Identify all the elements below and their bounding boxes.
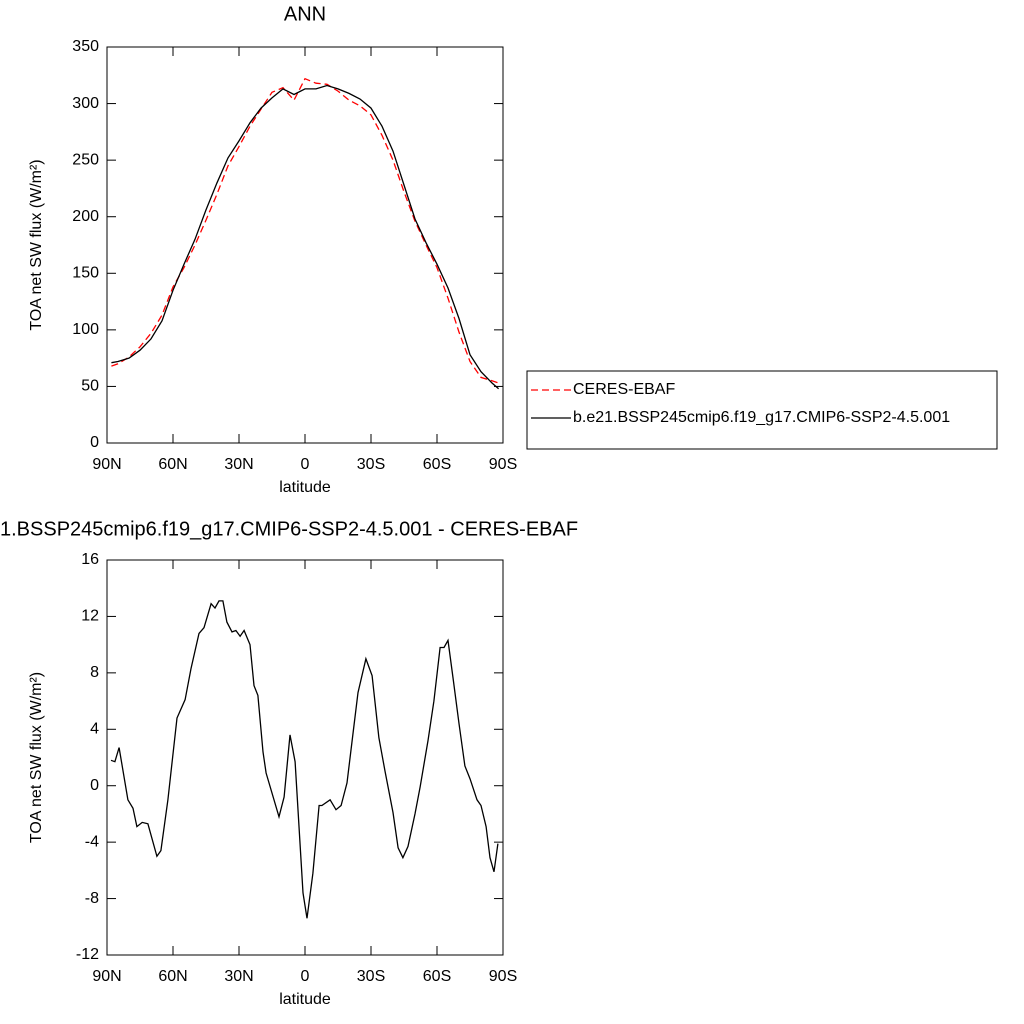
x-tick-label: 60S xyxy=(423,968,451,985)
x-tick-label: 90S xyxy=(489,968,517,985)
y-tick-label: 0 xyxy=(90,434,99,451)
chart-title: 1.BSSP245cmip6.f19_g17.CMIP6-SSP2-4.5.00… xyxy=(0,518,578,540)
y-tick-label: 4 xyxy=(90,721,99,738)
chart-title: ANN xyxy=(284,3,326,25)
y-tick-label: 12 xyxy=(81,608,99,625)
y-tick-label: 350 xyxy=(72,38,99,55)
plot-frame xyxy=(106,559,504,956)
x-tick-label: 30S xyxy=(357,456,385,473)
x-tick-label: 0 xyxy=(301,968,310,985)
legend-box xyxy=(526,370,998,450)
x-tick-label: 30S xyxy=(357,968,385,985)
series-line xyxy=(111,77,499,384)
x-tick-label: 90N xyxy=(92,456,121,473)
y-tick-label: -4 xyxy=(85,833,99,850)
y-tick-label: 16 xyxy=(81,551,99,568)
y-tick-label: -8 xyxy=(85,890,99,907)
x-axis-label: latitude xyxy=(279,991,331,1008)
x-tick-label: 90N xyxy=(92,968,121,985)
y-tick-label: 150 xyxy=(72,265,99,282)
y-tick-label: 0 xyxy=(90,777,99,794)
legend-label: b.e21.BSSP245cmip6.f19_g17.CMIP6-SSP2-4.… xyxy=(573,409,950,426)
y-axis-label: TOA net SW flux (W/m²) xyxy=(28,672,45,843)
y-tick-label: 100 xyxy=(72,321,99,338)
x-tick-label: 30N xyxy=(224,456,253,473)
x-tick-label: 60N xyxy=(158,968,187,985)
x-tick-label: 0 xyxy=(301,456,310,473)
plot-frame xyxy=(106,46,504,444)
y-axis-label: TOA net SW flux (W/m²) xyxy=(28,159,45,330)
series-line xyxy=(111,84,500,390)
x-axis-label: latitude xyxy=(279,479,331,496)
x-tick-label: 90S xyxy=(489,456,517,473)
y-tick-label: 300 xyxy=(72,95,99,112)
x-tick-label: 60S xyxy=(423,456,451,473)
y-tick-label: 50 xyxy=(81,378,99,395)
y-tick-label: 8 xyxy=(90,664,99,681)
series-line xyxy=(110,600,499,919)
x-tick-label: 30N xyxy=(224,968,253,985)
y-tick-label: 200 xyxy=(72,208,99,225)
y-tick-label: 250 xyxy=(72,151,99,168)
y-tick-label: -12 xyxy=(76,946,99,963)
legend-label: CERES-EBAF xyxy=(573,381,675,398)
x-tick-label: 60N xyxy=(158,456,187,473)
